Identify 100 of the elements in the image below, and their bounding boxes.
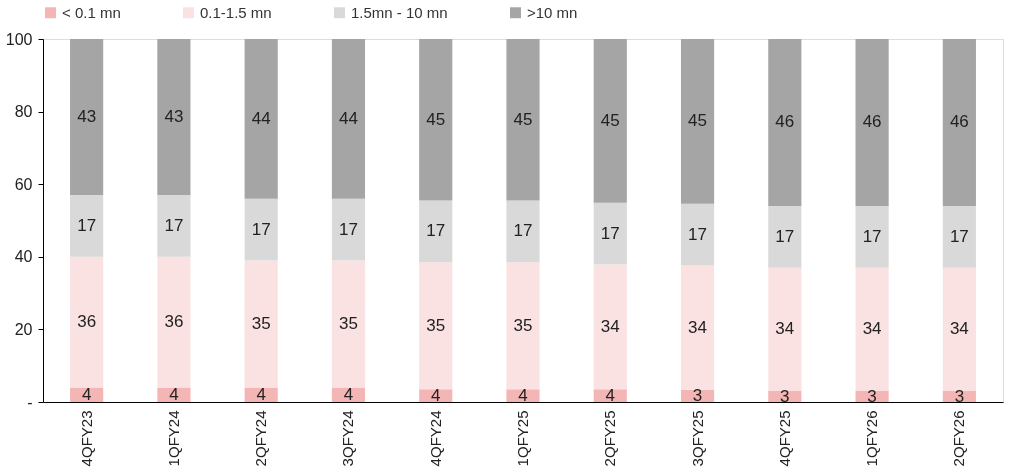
bar xyxy=(768,267,802,392)
data-label: 17 xyxy=(426,221,446,241)
bar xyxy=(506,389,540,402)
data-label: 46 xyxy=(775,112,795,132)
y-tick-label: 20 xyxy=(14,320,33,338)
data-label: 4 xyxy=(169,384,179,404)
bar xyxy=(593,264,627,390)
data-label: 45 xyxy=(600,110,620,130)
bar xyxy=(768,205,802,268)
x-tick-label: 2QFY26 xyxy=(950,410,968,467)
bar xyxy=(593,202,627,265)
data-label: 45 xyxy=(426,109,446,129)
legend-label: >10 mn xyxy=(527,3,578,21)
bar xyxy=(157,387,191,402)
bar xyxy=(855,39,889,206)
data-label: 17 xyxy=(688,224,708,244)
data-label: 3 xyxy=(780,386,790,406)
data-label: 34 xyxy=(688,317,708,337)
data-label: 4 xyxy=(256,384,266,404)
data-label: 45 xyxy=(688,111,708,131)
bar xyxy=(70,195,104,257)
data-label: 17 xyxy=(77,215,97,235)
data-label: 45 xyxy=(513,109,533,129)
x-tick-label: 4QFY24 xyxy=(426,410,444,467)
data-label: 3 xyxy=(954,386,965,406)
bar xyxy=(331,260,366,388)
bar xyxy=(506,39,540,201)
data-label: 34 xyxy=(949,319,969,339)
bar xyxy=(506,200,540,263)
data-label: 17 xyxy=(775,226,795,246)
bar xyxy=(244,260,278,388)
y-tick-label: 100 xyxy=(5,30,33,48)
data-label: 44 xyxy=(251,108,271,128)
bar xyxy=(331,39,366,199)
bar xyxy=(419,39,453,201)
bar xyxy=(942,205,976,268)
bar xyxy=(157,39,191,196)
bar xyxy=(593,39,627,203)
x-tick-label: 2QFY25 xyxy=(601,410,619,467)
bar xyxy=(70,39,104,196)
legend-label: 0.1-1.5 mn xyxy=(200,3,272,21)
bar xyxy=(680,203,715,266)
bar xyxy=(680,39,715,204)
bar xyxy=(855,205,889,268)
bar xyxy=(70,256,104,388)
data-label: 35 xyxy=(338,313,358,333)
x-tick-label: 4QFY25 xyxy=(775,410,793,467)
data-label: 35 xyxy=(251,313,271,333)
data-label: 35 xyxy=(513,315,533,335)
bar xyxy=(244,198,278,261)
data-label: 36 xyxy=(77,312,97,332)
bar xyxy=(157,256,191,388)
data-label: 3 xyxy=(867,386,877,406)
x-tick-label: 2QFY24 xyxy=(252,410,270,467)
bar xyxy=(244,387,278,402)
bar xyxy=(942,267,976,392)
x-tick-label: 3QFY24 xyxy=(339,410,357,467)
data-label: 4 xyxy=(343,384,354,404)
data-label: 4 xyxy=(81,384,92,404)
y-tick-label: 80 xyxy=(14,103,33,121)
bar xyxy=(768,39,802,206)
bar xyxy=(855,267,889,392)
x-tick-label: 1QFY25 xyxy=(514,410,531,467)
x-tick-label: 3QFY25 xyxy=(688,410,706,467)
bar xyxy=(419,200,453,263)
data-label: 17 xyxy=(164,215,184,235)
data-label: 3 xyxy=(692,385,703,405)
data-label: 34 xyxy=(775,319,795,339)
legend-label: 1.5mn - 10 mn xyxy=(351,3,448,21)
data-label: 17 xyxy=(338,219,358,239)
bar xyxy=(942,39,976,206)
data-label: 43 xyxy=(164,107,184,127)
bar xyxy=(680,265,715,390)
data-label: 34 xyxy=(600,316,620,336)
bar xyxy=(331,198,366,261)
y-tick-label: 60 xyxy=(14,175,33,193)
data-label: 44 xyxy=(338,108,358,128)
bar xyxy=(244,39,278,199)
data-label: 4 xyxy=(518,385,528,405)
legend-label: < 0.1 mn xyxy=(62,3,121,21)
data-label: 17 xyxy=(862,226,882,246)
data-label: 36 xyxy=(164,312,184,332)
x-tick-label: 1QFY24 xyxy=(164,410,182,467)
data-label: 4 xyxy=(430,385,441,405)
data-label: 4 xyxy=(605,385,616,405)
data-label: 17 xyxy=(251,219,271,239)
data-label: 17 xyxy=(513,221,533,241)
data-label: 43 xyxy=(77,107,97,127)
bar xyxy=(419,262,453,390)
bar xyxy=(506,262,540,390)
data-label: 35 xyxy=(426,315,446,335)
data-label: 46 xyxy=(862,112,882,132)
data-label: 17 xyxy=(600,223,620,243)
y-tick-label: 40 xyxy=(14,248,33,266)
x-tick-label: 1QFY26 xyxy=(863,410,881,467)
y-tick-label: - xyxy=(27,393,33,411)
bar xyxy=(157,195,191,257)
data-label: 46 xyxy=(949,112,969,132)
data-label: 34 xyxy=(862,319,882,339)
data-label: 17 xyxy=(949,226,969,246)
